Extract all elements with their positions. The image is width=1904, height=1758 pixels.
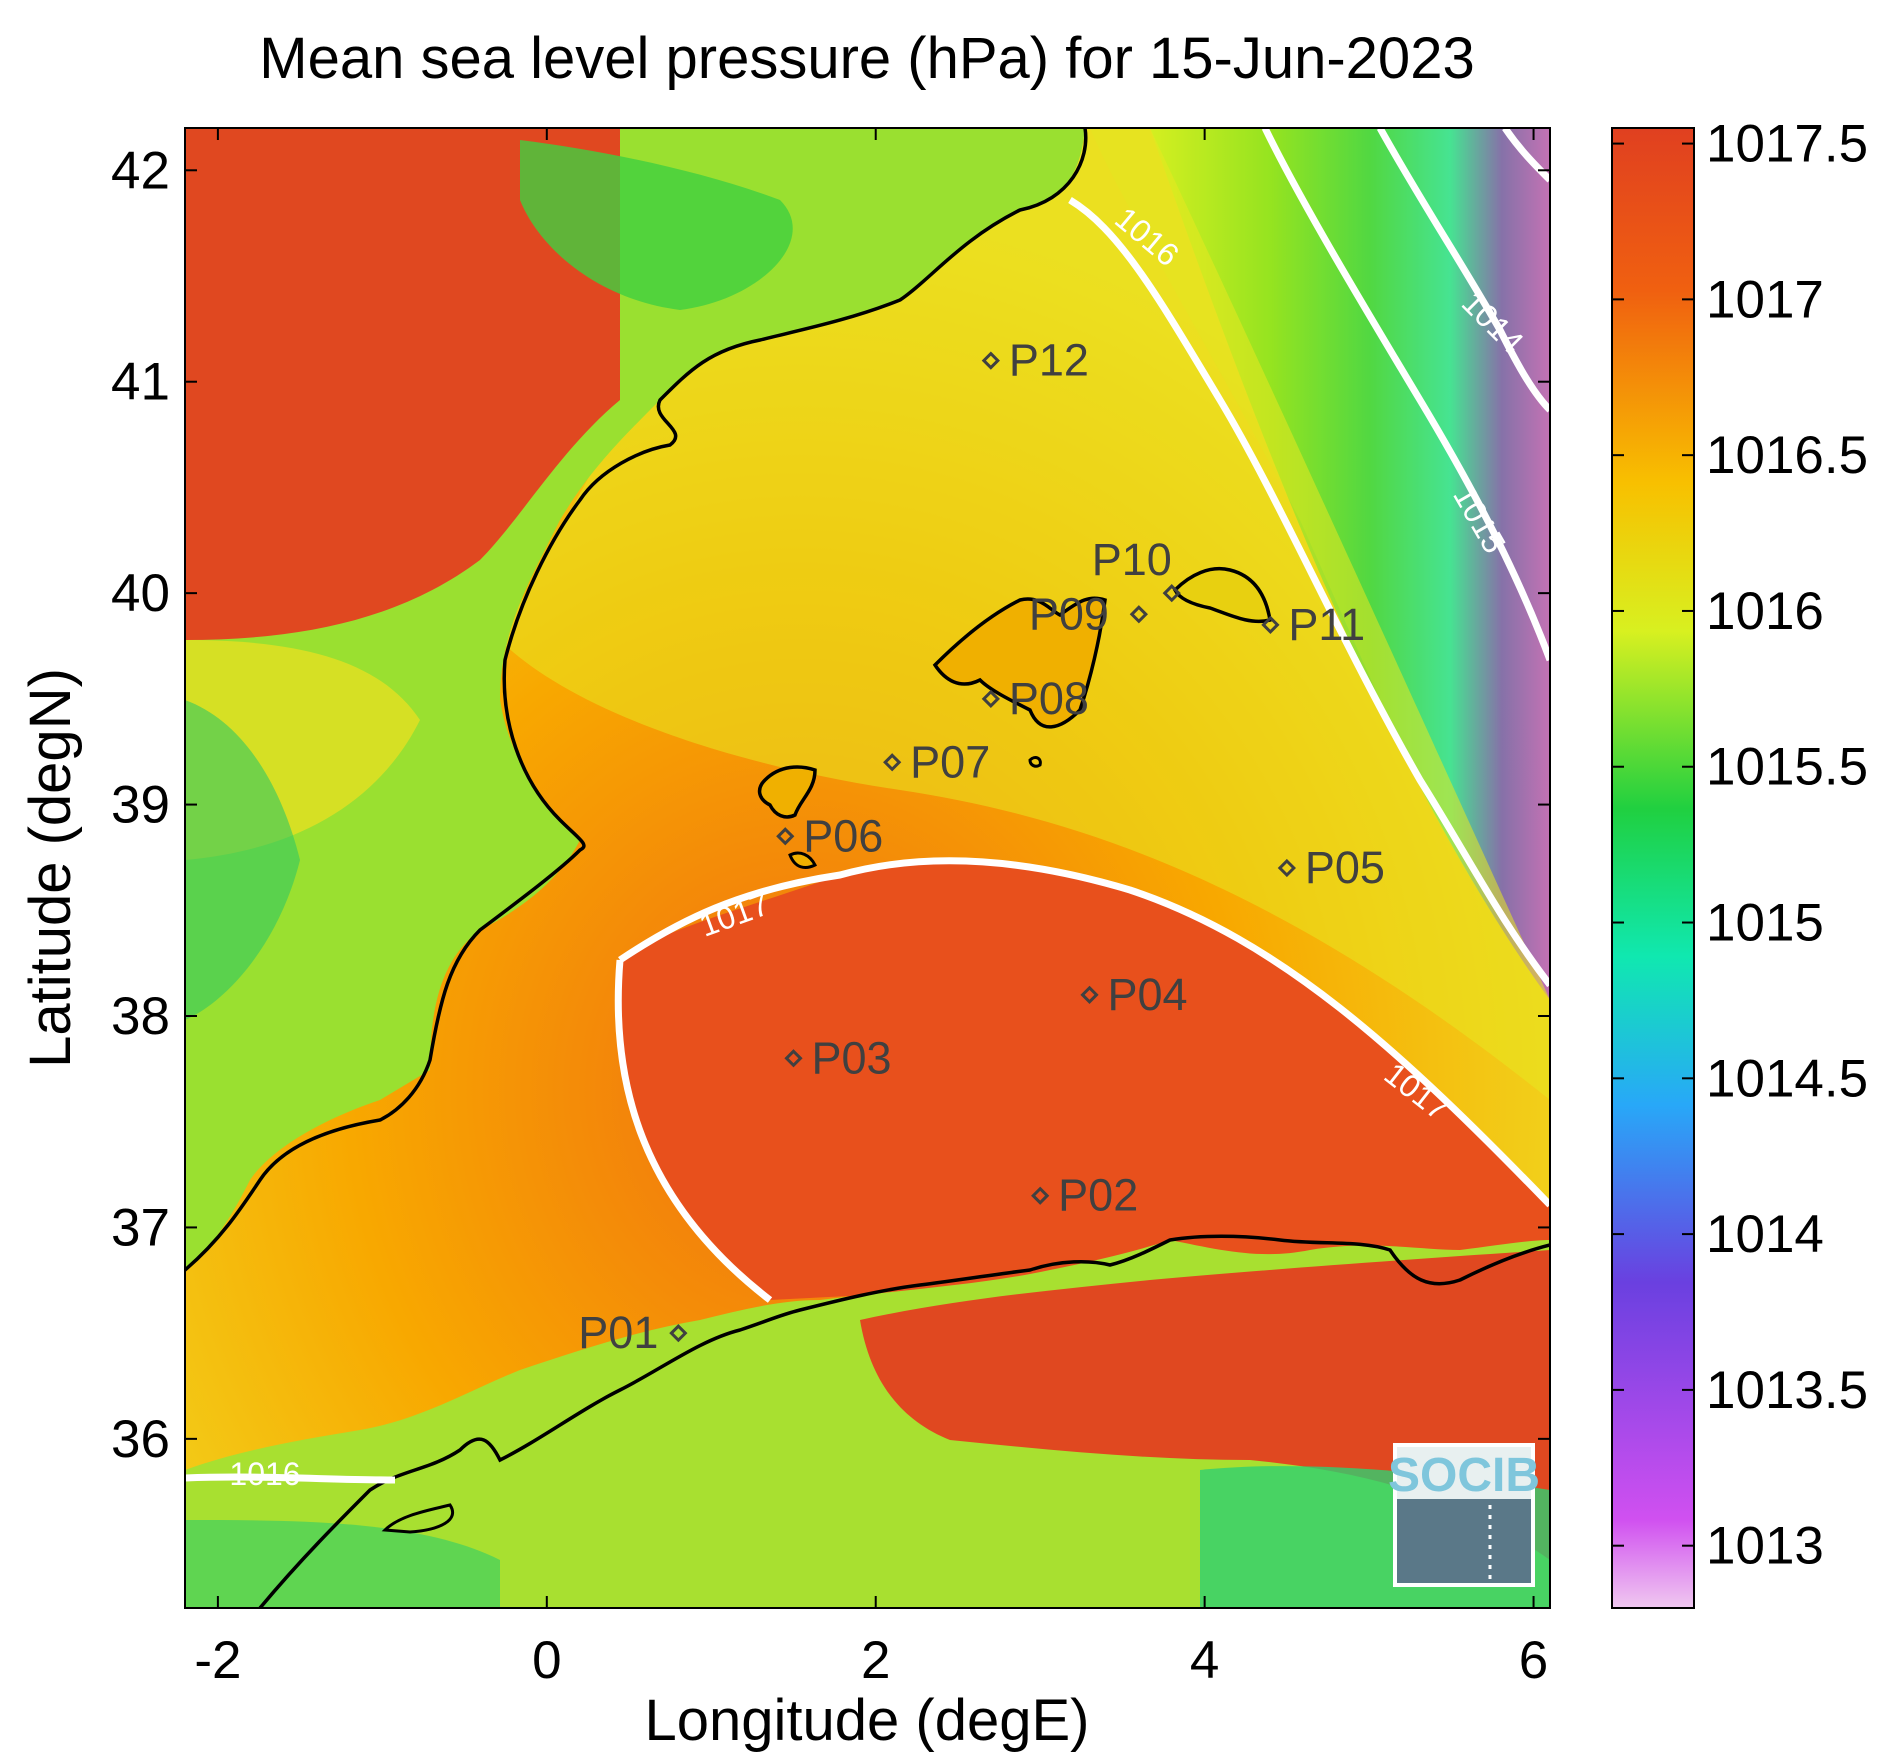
x-tick-label: 2 [861,1631,890,1690]
colorbar-tick-label: 1016 [1706,582,1824,641]
station-label: P10 [1092,534,1172,585]
map-frame [184,127,1551,1609]
contour-1015 [1261,128,1550,662]
station-marker [784,1049,803,1068]
x-tick-label: -2 [194,1631,241,1690]
colorbar-tick-label: 1017 [1706,270,1824,329]
station-label: P09 [1029,588,1109,639]
y-axis-ticks: 36 37 38 39 40 41 42 [111,141,1550,1469]
iberia-high-plateau [185,128,620,640]
ibiza-island [757,765,817,819]
logo-text: SOCIB [1388,1449,1540,1502]
station-label: P06 [803,810,883,861]
station-marker [669,1324,688,1343]
station-label: P03 [811,1032,891,1083]
station-marker [1031,1186,1050,1205]
station-marker [1129,605,1148,624]
contour-1013 [1502,128,1550,183]
north-africa-high [860,1250,1550,1560]
x-tick-label: 0 [532,1631,561,1690]
contour-1016-south [185,1473,396,1484]
north-africa-green-west [185,1520,500,1608]
station-label: P08 [1009,673,1089,724]
colorbar-tick-label: 1016.5 [1706,426,1868,485]
contour-1017-main [618,857,1550,1208]
station-label: P02 [1058,1170,1138,1221]
station-marker [981,689,1000,708]
x-tick-label: 6 [1519,1631,1548,1690]
station-label: P05 [1305,842,1385,893]
formentera-island [788,851,818,869]
iberia-green-patch [185,700,300,1020]
colorbar-tick-label: 1014.5 [1706,1049,1868,1108]
y-axis-title: Latitude (degN) [18,668,83,1068]
y-tick-label: 36 [111,1410,170,1469]
contour-1016 [1068,196,1550,988]
x-tick-label: 4 [1190,1631,1219,1690]
iberia-coastline [185,128,1088,1272]
colorbar-tick-label: 1015 [1706,894,1824,953]
y-tick-label: 42 [111,141,170,200]
y-tick-label: 40 [111,564,170,623]
station-marker [981,351,1000,370]
station-marker [883,753,902,772]
cabrera-island [1028,756,1042,768]
contour-1017-west [614,959,773,1303]
station-label: P12 [1009,335,1089,386]
station-label: P11 [1288,599,1365,650]
high-pressure-core [618,860,1550,1300]
socib-logo: SOCIB [1388,1443,1540,1587]
station-label: P07 [910,736,990,787]
station-marker [1277,858,1296,878]
x-axis-ticks: -2 0 2 4 6 [194,128,1548,1690]
y-tick-label: 39 [111,776,170,835]
colorbar-tick-label: 1017.5 [1706,115,1868,174]
x-axis-title: Longitude (degE) [645,1688,1090,1753]
contour-label-1016-b: 1016 [229,1456,300,1492]
station-marker [1162,584,1181,603]
alboran-island-coastline [381,1503,454,1534]
station-marker [1261,615,1280,634]
station-marker [776,827,795,846]
pyrenees-green [520,140,793,310]
colorbar-tick-label: 1013 [1706,1517,1824,1576]
y-tick-label: 37 [111,1198,170,1257]
y-tick-label: 38 [111,987,170,1046]
station-label: P01 [578,1307,658,1358]
map-area: 1017 1017 1016 1016 1015 1014 P01P02P03P… [185,128,1550,1608]
logo-top [1397,1447,1531,1499]
contour-1014 [1376,128,1550,413]
mallorca-island [932,596,1107,729]
colorbar [1611,127,1695,1609]
colorbar-tick-label: 1014 [1706,1205,1824,1264]
y-tick-label: 41 [111,353,170,412]
colorbar-ticks: 1013 1013.5 1014 1014.5 1015 1015.5 1016 1016.5… [1612,115,1868,1576]
colorbar-tick-label: 1013.5 [1706,1361,1868,1420]
station-label: P04 [1108,969,1188,1020]
north-africa-coastline [258,1234,1550,1608]
colorbar-tick-label: 1015.5 [1706,738,1868,797]
chart-title: Mean sea level pressure (hPa) for 15-Jun… [259,26,1474,91]
station-marker [1080,985,1099,1004]
